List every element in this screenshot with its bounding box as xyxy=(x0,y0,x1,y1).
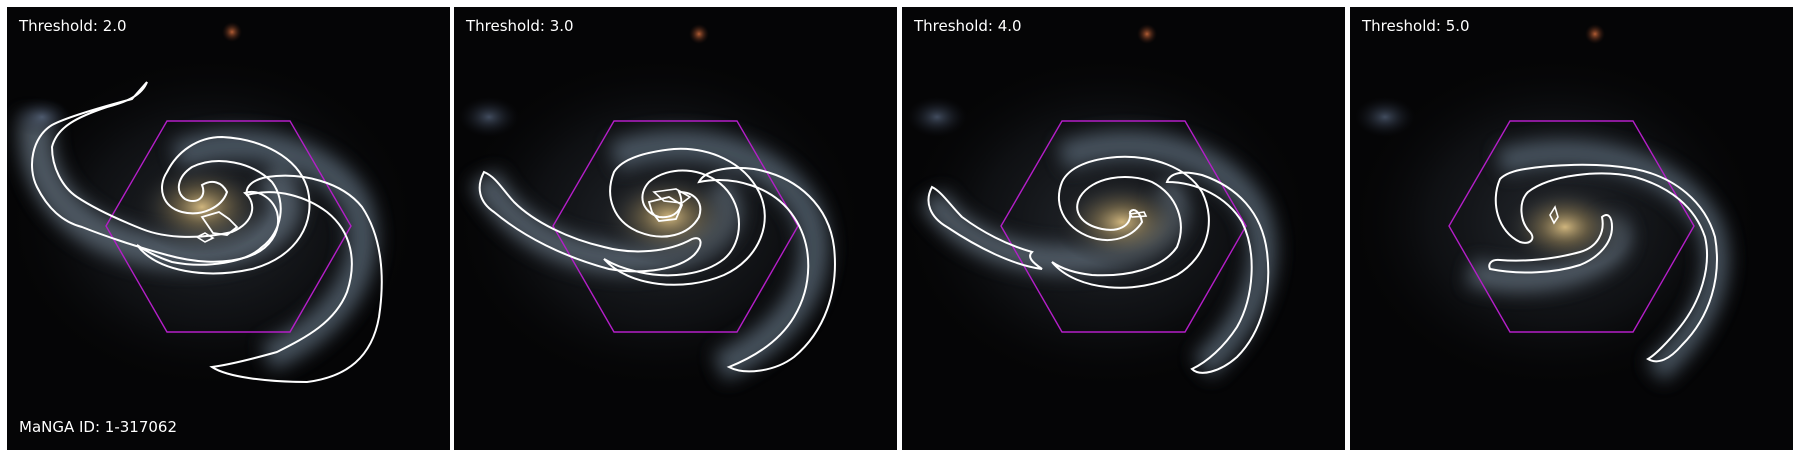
galaxy-image xyxy=(454,7,897,450)
panel-threshold-2: Threshold: 2.0 MaNGA ID: 1-317062 xyxy=(7,7,450,450)
galaxy-image xyxy=(1350,7,1793,450)
contour-spot xyxy=(1128,211,1148,218)
threshold-label: Threshold: 4.0 xyxy=(914,17,1022,35)
contour-arm-west xyxy=(927,185,1043,270)
contour-arm-inner xyxy=(136,135,311,275)
panel-threshold-5: Threshold: 5.0 xyxy=(1350,7,1793,450)
contour-arm-east xyxy=(697,166,836,373)
panel-threshold-3: Threshold: 3.0 xyxy=(454,7,897,450)
ifu-hexagon xyxy=(552,120,799,333)
threshold-label: Threshold: 3.0 xyxy=(466,17,574,35)
galaxy-id-label: MaNGA ID: 1-317062 xyxy=(19,418,178,436)
contour-arm-east xyxy=(209,174,383,384)
galaxy-image xyxy=(902,7,1345,450)
contour-arm-inner xyxy=(603,147,766,286)
ifu-hexagon xyxy=(1000,120,1247,333)
threshold-label: Threshold: 5.0 xyxy=(1362,17,1470,35)
galaxy-image xyxy=(7,7,450,450)
ifu-hexagon xyxy=(1448,120,1695,333)
contour-arm-east xyxy=(1165,171,1270,374)
contour-spot xyxy=(195,232,215,243)
contour-knot xyxy=(200,211,239,236)
contour-spot xyxy=(1549,205,1559,225)
contour-arm-south xyxy=(1488,214,1614,274)
contour-arm-inner xyxy=(1494,163,1718,363)
contour-arm-west xyxy=(478,170,702,273)
threshold-label: Threshold: 2.0 xyxy=(19,17,127,35)
contour-knot xyxy=(647,196,684,222)
contour-arm-outer xyxy=(31,81,280,263)
contour-knot-2 xyxy=(652,188,692,204)
ifu-hexagon xyxy=(105,120,352,333)
panel-threshold-4: Threshold: 4.0 xyxy=(902,7,1345,450)
